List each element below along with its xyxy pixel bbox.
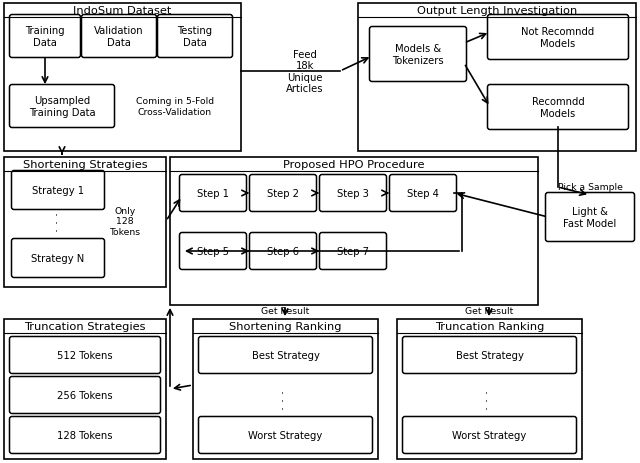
- FancyBboxPatch shape: [12, 239, 104, 278]
- Bar: [193, 319, 378, 459]
- FancyBboxPatch shape: [250, 233, 317, 270]
- Text: Proposed HPO Procedure: Proposed HPO Procedure: [284, 160, 425, 169]
- FancyBboxPatch shape: [198, 337, 372, 374]
- FancyBboxPatch shape: [179, 175, 246, 212]
- Text: Step 2: Step 2: [267, 188, 299, 199]
- Text: · · ·: · · ·: [278, 389, 291, 409]
- Text: Best Strategy: Best Strategy: [456, 350, 524, 360]
- Bar: [4, 158, 166, 288]
- FancyBboxPatch shape: [198, 417, 372, 454]
- Text: Step 1: Step 1: [197, 188, 229, 199]
- Bar: [397, 319, 582, 459]
- Text: Best Strategy: Best Strategy: [252, 350, 319, 360]
- Text: Coming in 5-Fold
Cross-Validation: Coming in 5-Fold Cross-Validation: [136, 97, 214, 117]
- Text: Only
128
Tokens: Only 128 Tokens: [109, 206, 141, 237]
- Text: Output Length Investigation: Output Length Investigation: [417, 6, 577, 16]
- FancyBboxPatch shape: [10, 85, 115, 128]
- Text: 128 Tokens: 128 Tokens: [57, 430, 113, 440]
- Text: Get Result: Get Result: [465, 307, 513, 316]
- Text: Step 3: Step 3: [337, 188, 369, 199]
- Text: Step 7: Step 7: [337, 246, 369, 257]
- FancyBboxPatch shape: [545, 193, 634, 242]
- FancyBboxPatch shape: [403, 337, 577, 374]
- Text: Truncation Ranking: Truncation Ranking: [435, 321, 544, 332]
- FancyBboxPatch shape: [10, 337, 161, 374]
- FancyBboxPatch shape: [488, 15, 628, 60]
- Text: Testing
Data: Testing Data: [177, 26, 212, 48]
- Text: Worst Strategy: Worst Strategy: [452, 430, 527, 440]
- Text: Get Result: Get Result: [261, 307, 309, 316]
- FancyBboxPatch shape: [250, 175, 317, 212]
- Text: Pick a Sample: Pick a Sample: [557, 183, 623, 192]
- Bar: [4, 319, 166, 459]
- FancyBboxPatch shape: [157, 15, 232, 58]
- Text: · · ·: · · ·: [51, 212, 65, 232]
- Bar: [4, 4, 241, 152]
- Text: 512 Tokens: 512 Tokens: [57, 350, 113, 360]
- Text: 256 Tokens: 256 Tokens: [57, 390, 113, 400]
- FancyBboxPatch shape: [403, 417, 577, 454]
- FancyBboxPatch shape: [10, 377, 161, 413]
- FancyBboxPatch shape: [319, 175, 387, 212]
- Text: Training
Data: Training Data: [25, 26, 65, 48]
- FancyBboxPatch shape: [10, 15, 81, 58]
- Text: Shortening Ranking: Shortening Ranking: [229, 321, 342, 332]
- Text: Light &
Fast Model: Light & Fast Model: [563, 207, 616, 228]
- Bar: [358, 4, 636, 152]
- FancyBboxPatch shape: [319, 233, 387, 270]
- FancyBboxPatch shape: [488, 85, 628, 130]
- Text: Step 5: Step 5: [197, 246, 229, 257]
- FancyBboxPatch shape: [179, 233, 246, 270]
- Text: Models &
Tokenizers: Models & Tokenizers: [392, 44, 444, 66]
- FancyBboxPatch shape: [390, 175, 456, 212]
- Bar: [170, 158, 538, 305]
- Text: Recomndd
Models: Recomndd Models: [532, 97, 584, 119]
- Text: IndoSum Dataset: IndoSum Dataset: [74, 6, 172, 16]
- Text: Step 6: Step 6: [267, 246, 299, 257]
- Text: Worst Strategy: Worst Strategy: [248, 430, 323, 440]
- Text: Validation
Data: Validation Data: [94, 26, 144, 48]
- Text: Strategy 1: Strategy 1: [32, 186, 84, 195]
- Text: Upsampled
Training Data: Upsampled Training Data: [29, 96, 95, 118]
- Text: Strategy N: Strategy N: [31, 253, 84, 263]
- FancyBboxPatch shape: [81, 15, 157, 58]
- Text: Feed
18k
Unique
Articles: Feed 18k Unique Articles: [286, 50, 324, 94]
- Text: Step 4: Step 4: [407, 188, 439, 199]
- Text: Not Recomndd
Models: Not Recomndd Models: [522, 27, 595, 49]
- FancyBboxPatch shape: [10, 417, 161, 454]
- Text: Truncation Strategies: Truncation Strategies: [24, 321, 146, 332]
- Text: Shortening Strategies: Shortening Strategies: [22, 160, 147, 169]
- Text: · · ·: · · ·: [483, 389, 495, 409]
- FancyBboxPatch shape: [369, 27, 467, 82]
- FancyBboxPatch shape: [12, 171, 104, 210]
